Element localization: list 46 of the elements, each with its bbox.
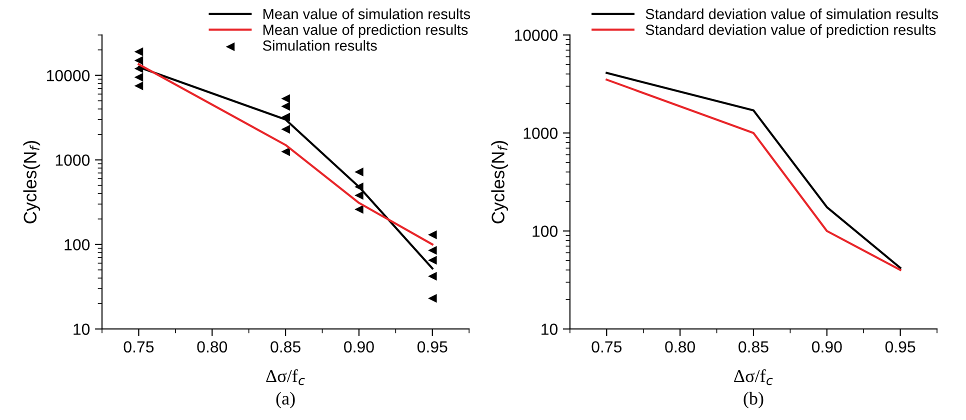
y-axis-title: Cycles(N$_{f}$) xyxy=(23,141,40,224)
y-tick-label: 10000 xyxy=(47,70,90,82)
point xyxy=(134,47,144,56)
x-axis-title: Δσ/f$_{c}$ xyxy=(734,369,773,386)
x-tick-label: 0.90 xyxy=(812,341,842,353)
x-tick-label: 0.85 xyxy=(738,341,768,353)
legend-label: Standard deviation value of prediction results xyxy=(646,24,936,38)
point xyxy=(428,246,437,255)
x-tick-label: 0.95 xyxy=(417,341,448,353)
point xyxy=(281,147,290,156)
point xyxy=(428,230,437,240)
y-tick-label: 10 xyxy=(74,324,90,335)
x-tick-label: 0.75 xyxy=(124,341,154,353)
point xyxy=(134,72,144,82)
y-tick-label: 1000 xyxy=(56,154,90,166)
text: (a) xyxy=(276,392,295,408)
point xyxy=(134,56,144,65)
point xyxy=(134,82,144,90)
point xyxy=(354,204,364,214)
text: (b) xyxy=(744,392,764,408)
point xyxy=(281,124,290,134)
x-tick-label: 0.85 xyxy=(270,341,300,353)
point xyxy=(354,191,364,200)
x-axis-title: Δσ/f$_{c}$ xyxy=(266,369,305,386)
y-axis-title: Cycles(N$_{f}$) xyxy=(491,141,508,224)
y-tick-label: 100 xyxy=(532,226,558,237)
y-tick-label: 1000 xyxy=(524,128,558,139)
point xyxy=(428,256,437,265)
x-tick-label: 0.95 xyxy=(885,341,916,353)
x-tick-label: 0.75 xyxy=(592,341,622,353)
x-tick-label: 0.80 xyxy=(665,341,695,353)
y-tick-label: 10000 xyxy=(514,30,558,41)
point xyxy=(281,112,290,122)
x-tick-label: 0.90 xyxy=(344,341,374,353)
legend-label: Simulation results xyxy=(262,40,377,51)
legend-label: Mean value of simulation results xyxy=(263,8,470,20)
point xyxy=(281,102,290,111)
point xyxy=(281,94,290,104)
legend-label: Mean value of prediction results xyxy=(263,24,468,38)
point xyxy=(428,272,437,281)
point xyxy=(354,168,364,176)
point xyxy=(428,294,437,303)
legend-label: Standard deviation value of simulation results xyxy=(646,8,938,20)
y-tick-label: 10 xyxy=(542,324,558,335)
y-tick-label: 100 xyxy=(64,239,90,250)
x-tick-label: 0.80 xyxy=(197,341,228,353)
